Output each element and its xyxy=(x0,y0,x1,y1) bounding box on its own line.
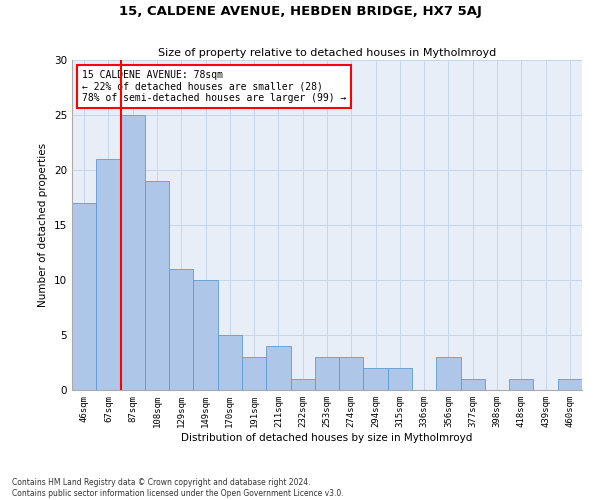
Y-axis label: Number of detached properties: Number of detached properties xyxy=(38,143,49,307)
Bar xyxy=(96,159,121,390)
Bar xyxy=(266,346,290,390)
Bar xyxy=(509,379,533,390)
Bar xyxy=(339,357,364,390)
Bar xyxy=(242,357,266,390)
Bar xyxy=(388,368,412,390)
Bar xyxy=(315,357,339,390)
Bar xyxy=(290,379,315,390)
Text: Contains HM Land Registry data © Crown copyright and database right 2024.
Contai: Contains HM Land Registry data © Crown c… xyxy=(12,478,344,498)
Bar xyxy=(121,115,145,390)
Bar xyxy=(364,368,388,390)
Bar xyxy=(218,335,242,390)
Bar xyxy=(169,269,193,390)
Text: 15, CALDENE AVENUE, HEBDEN BRIDGE, HX7 5AJ: 15, CALDENE AVENUE, HEBDEN BRIDGE, HX7 5… xyxy=(119,5,481,18)
Bar xyxy=(72,203,96,390)
Bar xyxy=(558,379,582,390)
Bar xyxy=(436,357,461,390)
Title: Size of property relative to detached houses in Mytholmroyd: Size of property relative to detached ho… xyxy=(158,48,496,58)
Bar xyxy=(145,181,169,390)
X-axis label: Distribution of detached houses by size in Mytholmroyd: Distribution of detached houses by size … xyxy=(181,432,473,442)
Text: 15 CALDENE AVENUE: 78sqm
← 22% of detached houses are smaller (28)
78% of semi-d: 15 CALDENE AVENUE: 78sqm ← 22% of detach… xyxy=(82,70,347,103)
Bar xyxy=(461,379,485,390)
Bar xyxy=(193,280,218,390)
